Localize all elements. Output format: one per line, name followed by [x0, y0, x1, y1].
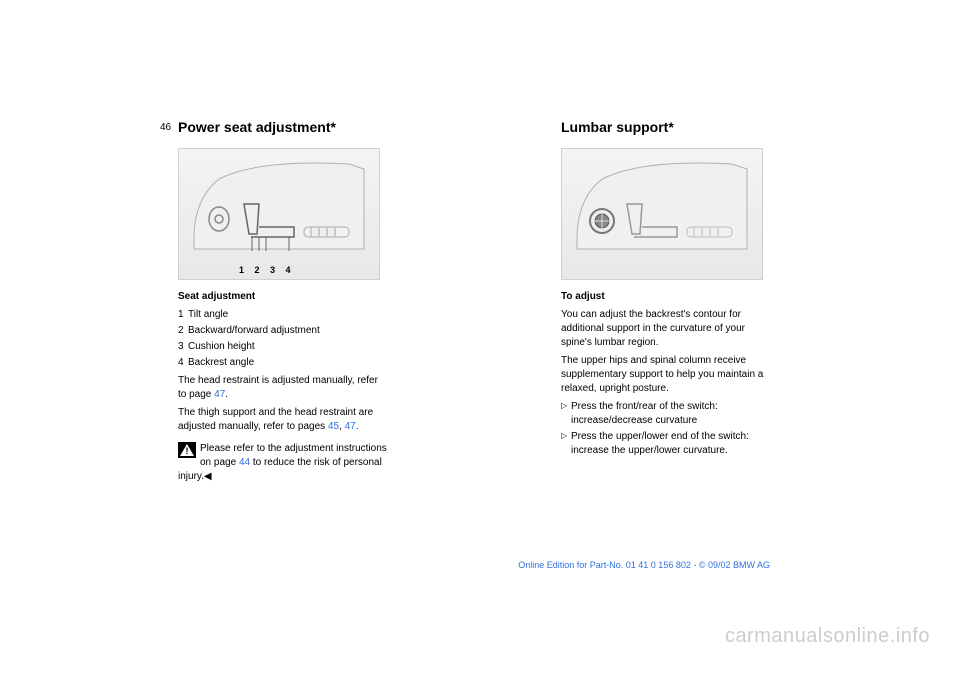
diagram-number-labels: 1 2 3 4 — [239, 265, 295, 275]
heading-lumbar-support: Lumbar support* — [561, 119, 674, 135]
para-thigh-support: The thigh support and the head restraint… — [178, 406, 388, 434]
list-item: 3Cushion height — [178, 340, 388, 354]
lumbar-switch-illustration — [572, 159, 752, 259]
text: The head restraint is adjusted manually,… — [178, 375, 378, 400]
item-label: Tilt angle — [188, 309, 228, 320]
right-content: To adjust You can adjust the backrest's … — [561, 290, 771, 460]
page-link-44[interactable]: 44 — [239, 457, 250, 468]
page: 46 Power seat adjustment* 1 2 3 4 Seat a… — [0, 0, 960, 678]
item-num: 2 — [178, 324, 188, 338]
text: . — [356, 421, 359, 432]
heading-power-seat: Power seat adjustment* — [178, 119, 336, 135]
page-link-47[interactable]: 47 — [345, 421, 356, 432]
subheading-seat-adjustment: Seat adjustment — [178, 290, 388, 304]
text: . — [225, 389, 228, 400]
item-label: Backward/forward adjustment — [188, 325, 320, 336]
item-num: 4 — [178, 356, 188, 370]
para-head-restraint: The head restraint is adjusted manually,… — [178, 374, 388, 402]
para-contour: You can adjust the backrest's contour fo… — [561, 308, 771, 350]
seat-switch-illustration — [189, 159, 369, 259]
page-number: 46 — [160, 122, 171, 133]
item-num: 3 — [178, 340, 188, 354]
left-content: Seat adjustment 1Tilt angle 2Backward/fo… — [178, 290, 388, 484]
bullet-list: Press the front/rear of the switch: incr… — [561, 400, 771, 458]
page-link-47[interactable]: 47 — [214, 389, 225, 400]
warning-note: Please refer to the adjustment instructi… — [178, 442, 388, 484]
footer-edition: Online Edition for Part-No. 01 41 0 156 … — [518, 560, 770, 570]
list-item: 2Backward/forward adjustment — [178, 324, 388, 338]
page-link-45[interactable]: 45 — [328, 421, 339, 432]
item-num: 1 — [178, 308, 188, 322]
bullet-front-rear: Press the front/rear of the switch: incr… — [561, 400, 771, 428]
list-item: 4Backrest angle — [178, 356, 388, 370]
watermark: carmanualsonline.info — [725, 625, 930, 648]
item-label: Backrest angle — [188, 357, 254, 368]
warning-icon — [178, 442, 196, 458]
bullet-upper-lower: Press the upper/lower end of the switch:… — [561, 430, 771, 458]
item-label: Cushion height — [188, 341, 255, 352]
list-item: 1Tilt angle — [178, 308, 388, 322]
subheading-to-adjust: To adjust — [561, 290, 771, 304]
diagram-lumbar-support — [561, 148, 763, 280]
diagram-power-seat: 1 2 3 4 — [178, 148, 380, 280]
para-upper-hips: The upper hips and spinal column receive… — [561, 354, 771, 396]
